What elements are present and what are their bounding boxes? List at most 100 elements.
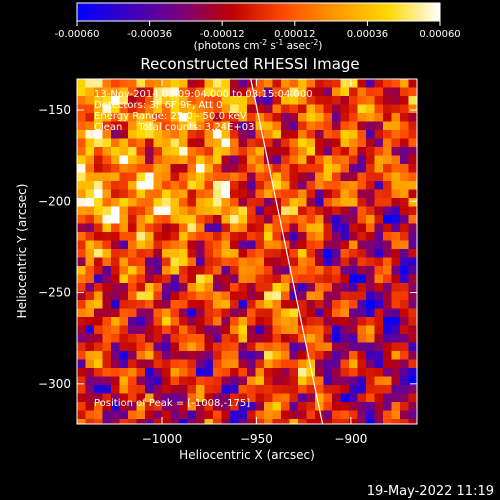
heatmap-cell (196, 368, 205, 377)
heatmap-cell (221, 266, 231, 275)
heatmap-cell (374, 87, 384, 97)
heatmap-cell (357, 232, 367, 241)
heatmap-cell (170, 138, 180, 148)
heatmap-cell (136, 164, 146, 173)
heatmap-cell (264, 419, 273, 424)
heatmap-cell (400, 164, 409, 173)
heatmap-cell (162, 266, 171, 275)
heatmap-cell (230, 130, 239, 139)
heatmap-cell (281, 130, 290, 139)
annotation-detectors: Detectors: 3F 6F 9F, Att 0 (94, 100, 222, 111)
heatmap-cell (408, 198, 417, 207)
heatmap-cell (357, 181, 367, 190)
heatmap-cell (349, 257, 358, 267)
heatmap-cell (298, 147, 307, 156)
heatmap-cell (238, 189, 248, 199)
heatmap-cell (323, 198, 333, 207)
heatmap-cell (204, 342, 214, 352)
heatmap-cell (289, 232, 299, 241)
heatmap-cell (230, 240, 239, 250)
heatmap-cell (349, 215, 358, 224)
heatmap-cell (255, 359, 265, 369)
heatmap-cell (128, 121, 137, 131)
heatmap-cell (264, 334, 273, 343)
heatmap-cell (400, 368, 409, 377)
heatmap-cell (102, 410, 112, 420)
heatmap-cell (170, 266, 180, 275)
heatmap-cell (332, 249, 341, 258)
heatmap-cell (238, 385, 248, 394)
heatmap-cell (85, 232, 95, 241)
heatmap-cell (391, 385, 401, 394)
heatmap-cell (323, 206, 333, 216)
heatmap-cell (94, 368, 103, 377)
heatmap-cell (145, 206, 154, 216)
heatmap-cell (400, 215, 409, 224)
heatmap-cell (281, 385, 290, 394)
heatmap-cell (408, 130, 417, 139)
heatmap-cell (153, 308, 163, 318)
heatmap-cell (357, 274, 367, 284)
heatmap-cell (102, 274, 112, 284)
heatmap-cell (221, 325, 231, 335)
heatmap-cell (85, 138, 95, 148)
heatmap-cell (187, 257, 197, 267)
heatmap-cell (408, 393, 417, 403)
heatmap-cell (179, 240, 188, 250)
heatmap-cell (255, 257, 265, 267)
heatmap-cell (391, 121, 401, 131)
heatmap-cell (221, 130, 231, 139)
heatmap-cell (136, 240, 146, 250)
x-tick-label: −950 (240, 432, 273, 446)
heatmap-cell (400, 121, 409, 131)
heatmap-cell (366, 96, 375, 105)
heatmap-cell (77, 164, 86, 173)
heatmap-cell (204, 317, 214, 326)
heatmap-cell (349, 351, 358, 360)
heatmap-cell (281, 121, 290, 131)
heatmap-cell (289, 147, 299, 156)
heatmap-cell (391, 410, 401, 420)
heatmap-cell (187, 164, 197, 173)
heatmap-cell (187, 181, 197, 190)
heatmap-cell (196, 300, 205, 309)
heatmap-cell (94, 130, 103, 139)
heatmap-cell (340, 249, 350, 258)
heatmap-cell (366, 402, 375, 411)
heatmap-cell (383, 419, 392, 424)
heatmap-cell (400, 138, 409, 148)
heatmap-cell (306, 155, 316, 165)
heatmap-cell (128, 249, 137, 258)
heatmap-cell (264, 308, 273, 318)
heatmap-cell (77, 189, 86, 199)
heatmap-cell (204, 113, 214, 122)
heatmap-cell (349, 300, 358, 309)
heatmap-cell (408, 342, 417, 352)
heatmap-cell (400, 308, 409, 318)
heatmap-cell (238, 240, 248, 250)
heatmap-cell (111, 181, 120, 190)
heatmap-cell (306, 266, 316, 275)
heatmap-cell (213, 308, 222, 318)
heatmap-cell (374, 198, 384, 207)
heatmap-cell (332, 342, 341, 352)
heatmap-cell (264, 155, 273, 165)
heatmap-cell (162, 376, 171, 386)
heatmap-cell (77, 113, 86, 122)
heatmap-cell (374, 334, 384, 343)
heatmap-cell (111, 342, 120, 352)
heatmap-cell (204, 147, 214, 156)
heatmap-cell (247, 147, 256, 156)
heatmap-cell (349, 419, 358, 424)
heatmap-cell (349, 359, 358, 369)
heatmap-cell (85, 113, 95, 122)
heatmap-cell (238, 138, 248, 148)
heatmap-cell (383, 334, 392, 343)
heatmap-cell (400, 410, 409, 420)
heatmap-cell (170, 419, 180, 424)
heatmap-cell (230, 249, 239, 258)
heatmap-cell (221, 393, 231, 403)
heatmap-cell (145, 257, 154, 267)
heatmap-cell (204, 240, 214, 250)
heatmap-cell (349, 164, 358, 173)
